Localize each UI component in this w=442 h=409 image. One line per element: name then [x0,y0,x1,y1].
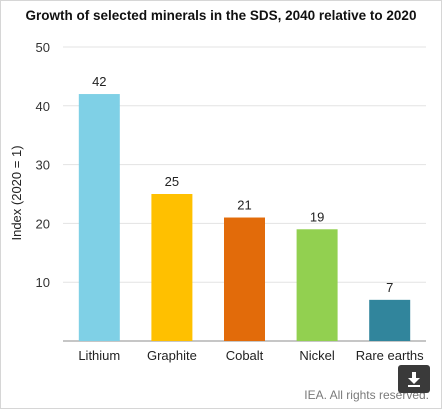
bar[interactable] [224,217,265,341]
data-label: 25 [165,174,179,189]
y-tick-label: 10 [36,275,50,290]
bar[interactable] [296,229,338,341]
x-tick-labels: Lithium Graphite Cobalt Nickel Rare earths [78,348,424,363]
bar[interactable] [151,194,193,341]
x-tick-label: Cobalt [226,348,264,363]
y-axis-label: Index (2020 = 1) [9,145,24,240]
bars [78,94,411,341]
x-tick-label: Graphite [147,348,197,363]
x-tick-label: Rare earths [356,348,424,363]
bar[interactable] [78,94,120,341]
data-labels: 42 25 21 19 7 [92,74,393,295]
y-tick-label: 30 [36,158,50,173]
credit-text: IEA. All rights reserved. [304,388,429,402]
download-arrow-icon [408,372,420,387]
x-tick-label: Nickel [299,348,335,363]
bar[interactable] [369,299,411,341]
y-tick-labels: 10 20 30 40 50 [36,40,50,290]
data-label: 19 [310,209,324,224]
y-tick-label: 50 [36,40,50,55]
data-label: 21 [237,198,251,213]
data-label: 7 [386,280,393,295]
data-label: 42 [92,74,106,89]
y-tick-label: 40 [36,99,50,114]
x-tick-label: Lithium [78,348,120,363]
y-tick-label: 20 [36,216,50,231]
download-button[interactable] [398,365,430,393]
chart-title: Growth of selected minerals in the SDS, … [25,8,417,23]
